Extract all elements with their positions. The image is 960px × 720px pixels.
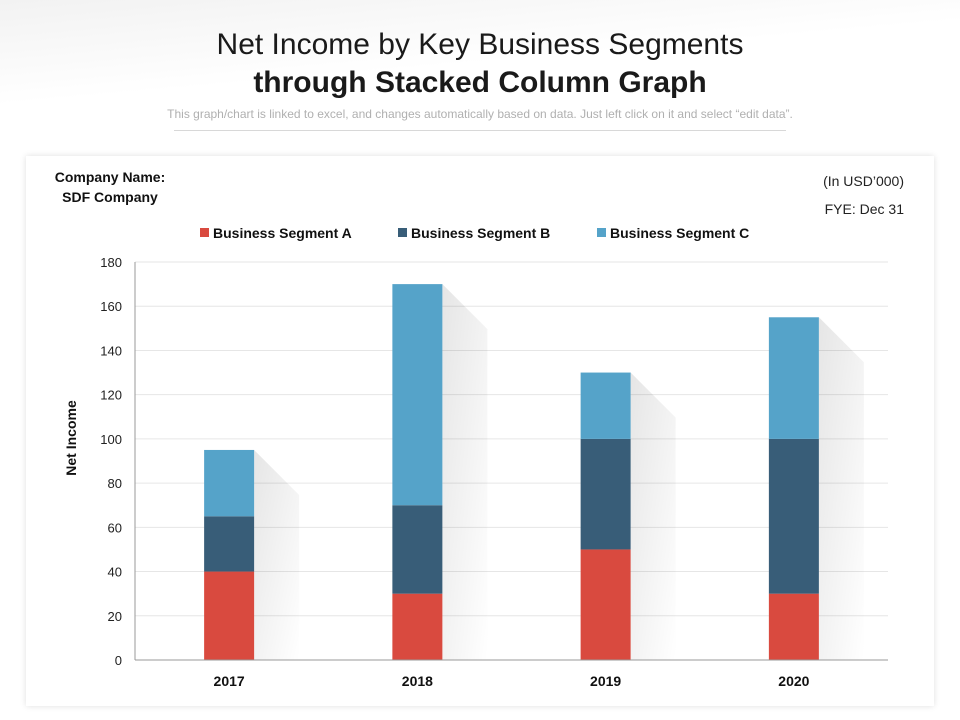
bar-segment-a — [204, 571, 255, 660]
legend-label: Business Segment B — [411, 225, 550, 241]
x-tick-label: 2019 — [590, 673, 621, 689]
legend-swatch — [597, 228, 606, 237]
fiscal-year-end: FYE: Dec 31 — [824, 201, 904, 217]
y-axis-label: Net Income — [63, 400, 79, 476]
currency-info: (In USD’000) FYE: Dec 31 — [823, 167, 904, 223]
y-tick-label: 40 — [108, 565, 122, 580]
page-subtitle: This graph/chart is linked to excel, and… — [167, 107, 793, 121]
bar-segment-b — [204, 516, 255, 572]
y-tick-label: 120 — [100, 388, 122, 403]
x-tick-label: 2020 — [778, 673, 809, 689]
x-tick-label: 2017 — [214, 673, 245, 689]
y-tick-label: 100 — [100, 432, 122, 447]
legend-swatch — [200, 228, 209, 237]
y-tick-label: 0 — [115, 653, 122, 668]
bar-segment-c — [204, 449, 255, 517]
x-tick-label: 2018 — [402, 673, 433, 689]
bar-segment-b — [580, 438, 631, 550]
legend-swatch — [398, 228, 407, 237]
bar-shadow — [442, 284, 488, 660]
bar-shadow — [254, 449, 300, 660]
y-tick-label: 180 — [100, 255, 122, 270]
company-name: SDF Company — [62, 189, 158, 205]
company-label: Company Name: — [54, 169, 166, 185]
y-tick-label: 60 — [108, 520, 122, 535]
bar-segment-b — [392, 505, 443, 594]
page-title-bold: through Stacked Column Graph — [253, 66, 707, 99]
axes: 0 20 40 60 80 100 120 140 160 180 2017 2018 2019 2020 — [100, 255, 888, 689]
legend: Business Segment A Business Segment B Busi… — [200, 225, 749, 241]
bar-segment-a — [392, 593, 443, 660]
title-divider — [174, 130, 786, 131]
y-tick-label: 140 — [100, 343, 122, 358]
bar-segment-c — [768, 317, 819, 439]
legend-label: Business Segment C — [610, 225, 749, 241]
background-decoration — [0, 0, 960, 150]
bar-segment-a — [768, 593, 819, 660]
currency-unit: (In USD’000) — [823, 173, 904, 189]
y-tick-label: 20 — [108, 609, 122, 624]
y-tick-label: 160 — [100, 299, 122, 314]
bar-shadow — [818, 317, 864, 660]
y-tick-label: 80 — [108, 476, 122, 491]
bar-segment-a — [580, 549, 631, 660]
bars — [204, 284, 819, 660]
company-info: Company Name: SDF Company — [30, 167, 190, 207]
bar-shadows — [254, 284, 864, 660]
page-title: Net Income by Key Business Segments — [216, 28, 744, 61]
bar-segment-c — [392, 284, 443, 506]
bar-segment-c — [580, 372, 631, 439]
bar-shadow — [630, 372, 676, 660]
bar-segment-b — [768, 438, 819, 594]
legend-label: Business Segment A — [213, 225, 352, 241]
